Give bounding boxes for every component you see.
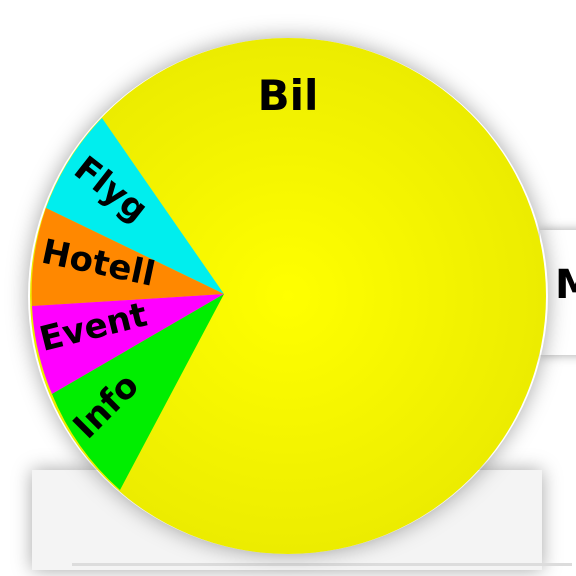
wheel-segment-info[interactable] <box>52 294 224 490</box>
wheel-label-bil: Bil <box>258 71 319 120</box>
side-tab-label: M <box>555 262 576 308</box>
wheel-segment-event[interactable] <box>32 294 224 394</box>
wheel-segment-hotell[interactable] <box>31 208 224 306</box>
side-tab[interactable] <box>540 230 576 355</box>
background-card-divider <box>72 563 572 566</box>
category-wheel[interactable]: Bil Flyg Hotell Event Info <box>28 38 548 554</box>
wheel-segment-flyg[interactable] <box>46 118 224 294</box>
wheel-segment-bil[interactable] <box>30 38 546 554</box>
wheel-svg[interactable]: Bil Flyg Hotell Event Info <box>28 38 548 554</box>
